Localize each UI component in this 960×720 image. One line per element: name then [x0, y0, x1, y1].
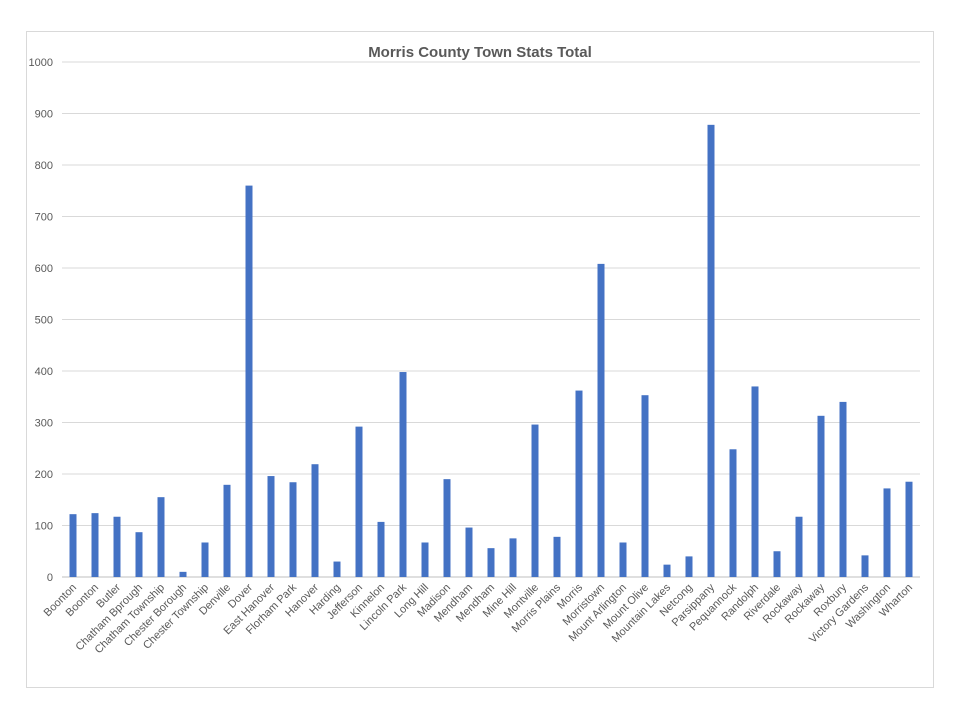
y-tick-label: 500: [35, 315, 53, 327]
bar: [861, 555, 869, 577]
bar: [267, 476, 275, 577]
bar: [69, 514, 77, 577]
y-tick-label: 1000: [29, 57, 53, 69]
bar: [597, 263, 605, 577]
bar: [135, 532, 143, 577]
y-tick-label: 800: [35, 160, 53, 172]
bar: [355, 426, 363, 577]
bar: [245, 185, 253, 577]
y-tick-label: 900: [35, 109, 53, 121]
bar: [883, 488, 891, 577]
bar: [531, 424, 539, 577]
bar: [201, 542, 209, 577]
bar: [729, 449, 737, 577]
bar: [311, 464, 319, 577]
bar: [641, 395, 649, 577]
bar: [399, 372, 407, 577]
bar: [223, 484, 231, 577]
bar: [685, 556, 693, 577]
y-tick-label: 400: [35, 366, 53, 378]
bar: [509, 538, 517, 577]
y-tick-label: 700: [35, 212, 53, 224]
bar: [707, 124, 715, 577]
y-tick-label: 600: [35, 263, 53, 275]
y-tick-label: 200: [35, 469, 53, 481]
y-tick-label: 100: [35, 521, 53, 533]
bar: [487, 548, 495, 577]
bar: [905, 481, 913, 577]
bar: [839, 401, 847, 577]
bar: [575, 390, 583, 577]
chart-frame: [26, 31, 934, 688]
bar: [421, 542, 429, 577]
bar: [333, 561, 341, 577]
bar: [289, 482, 297, 577]
bar: [157, 497, 165, 577]
bar: [553, 536, 561, 577]
bar: [377, 521, 385, 577]
bar: [179, 571, 187, 577]
bar: [113, 516, 121, 577]
bar: [795, 516, 803, 577]
bar: [773, 551, 781, 577]
y-tick-label: 0: [47, 572, 53, 584]
bar: [663, 564, 671, 577]
chart-title: Morris County Town Stats Total: [368, 44, 592, 61]
bar: [619, 542, 627, 577]
bar: [817, 415, 825, 577]
bar: [443, 479, 451, 577]
y-tick-label: 300: [35, 418, 53, 430]
bar: [751, 386, 759, 577]
bar: [91, 513, 99, 577]
bar: [465, 527, 473, 577]
